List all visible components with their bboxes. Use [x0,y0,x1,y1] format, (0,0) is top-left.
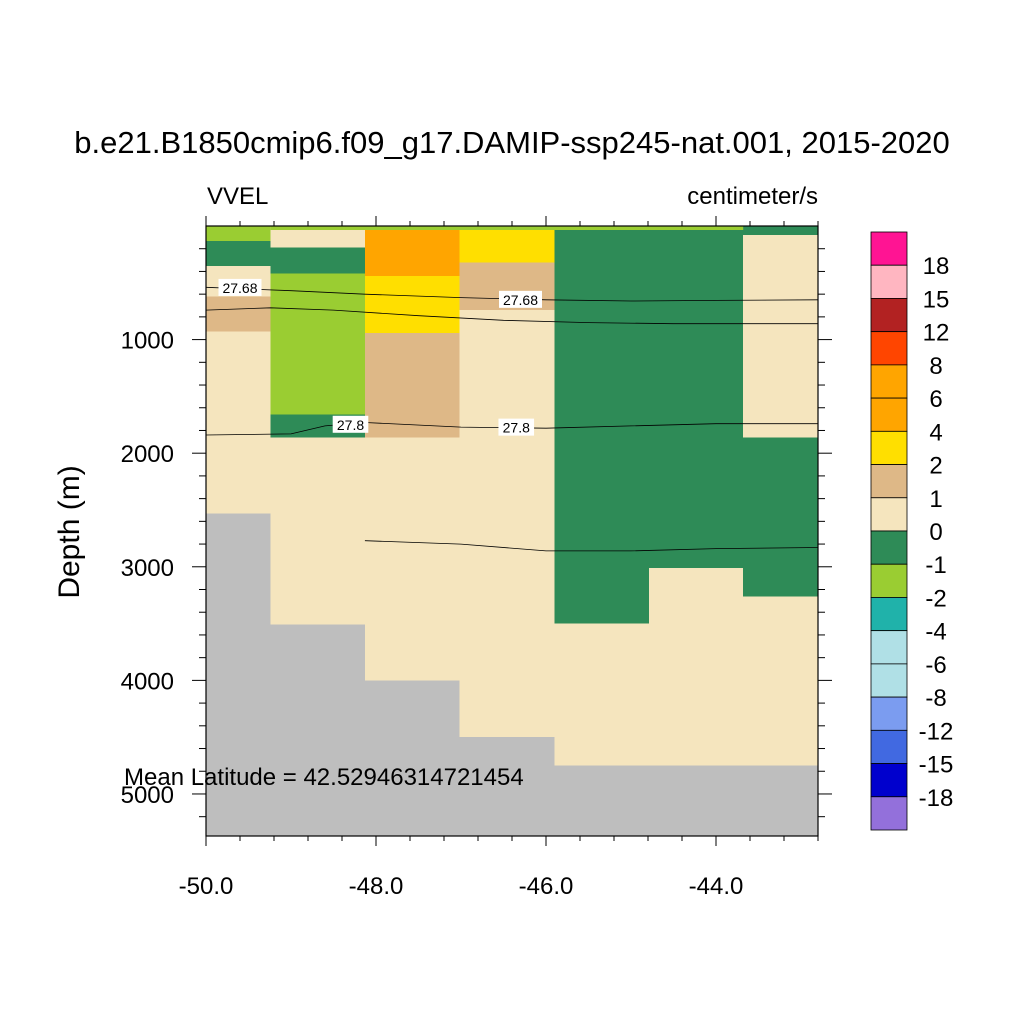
colorbar-label: 4 [929,419,942,446]
data-cell [364,226,460,276]
contour-line [364,540,819,552]
data-cell [206,296,271,332]
chart-title: b.e21.B1850cmip6.f09_g17.DAMIP-ssp245-na… [74,125,950,160]
colorbar-swatch [870,530,908,565]
data-cell [206,240,271,266]
contour-label: 27.68 [218,278,262,296]
colorbar-label: 6 [929,386,942,413]
contour-label-text: 27.68 [503,292,538,308]
colorbar-label: 2 [929,453,942,480]
colorbar-swatch [870,464,908,499]
x-tick-label: -46.0 [519,873,574,900]
y-tick-label: 3000 [121,555,174,582]
colorbar-swatch [870,331,908,366]
colorbar-swatch [870,729,908,764]
data-cell [648,765,744,836]
colorbar-label: 18 [923,253,950,280]
colorbar-label: -18 [919,785,954,812]
data-cell [743,596,818,766]
data-cell [459,310,555,738]
mean-latitude-annotation: Mean Latitude = 42.52946314721454 [124,764,524,791]
colorbar-label: -6 [925,652,946,679]
data-cell [648,567,744,766]
colorbar-label: 15 [923,286,950,313]
colorbar-swatch [870,298,908,333]
contour-label-box [332,415,369,433]
data-cell [364,332,460,438]
data-cell [206,331,271,514]
data-cell [554,623,649,766]
colorbar-label: -2 [925,585,946,612]
colorbar-label: 1 [929,486,942,513]
colorbar-swatch [870,497,908,532]
colorbar-swatch [870,663,908,698]
contour-label-box [499,290,542,308]
colorbar-swatch [870,796,908,831]
colorbar-swatch [870,231,908,266]
contour-label-text: 27.8 [337,417,364,433]
y-tick-label: 1000 [121,328,174,355]
data-cell [364,437,460,681]
colorbar-swatch [870,630,908,665]
data-cell [270,226,744,230]
colorbar-swatch [870,763,908,798]
data-cell [554,226,649,624]
colorbar-label: 12 [923,320,950,347]
colorbar-label: -8 [925,685,946,712]
y-tick-label: 4000 [121,668,174,695]
colorbar-label: 8 [929,353,942,380]
contour-label-text: 27.68 [222,280,257,296]
data-cell [270,437,365,625]
contour-label: 27.8 [498,418,535,436]
colorbar-label: -1 [925,552,946,579]
colorbar-swatch [870,563,908,598]
contour-label-box [498,418,535,436]
data-cell [743,437,818,597]
data-cell [743,235,818,438]
y-tick-label: 2000 [121,441,174,468]
data-cell [554,765,649,836]
contour-line [205,422,818,436]
x-tick-label: -48.0 [349,873,404,900]
colorbar-swatch [870,430,908,465]
contour-label-text: 27.8 [503,420,530,436]
data-cell [206,226,271,241]
data-cell [270,624,365,836]
contour-label: 27.8 [332,415,369,433]
colorbar-label: -15 [919,752,954,779]
data-cell [743,765,818,836]
data-cell [270,247,365,274]
colorbar-swatch [870,397,908,432]
x-tick-label: -44.0 [689,873,744,900]
colorbar-swatch [870,264,908,299]
contour-line [205,307,818,325]
variable-label: VVEL [207,183,269,210]
colorbar-swatch [870,597,908,632]
data-cell [364,680,460,836]
y-tick-label: 5000 [121,782,174,809]
colorbar-label: -4 [925,619,946,646]
colorbar-swatch [870,364,908,399]
data-cell [270,226,365,248]
data-cell [270,273,365,415]
data-cell [743,226,818,236]
data-cell [459,226,555,263]
x-tick-label: -50.0 [179,873,234,900]
data-cell [459,737,555,836]
contour-label-box [218,278,262,296]
contour-label: 27.68 [499,290,542,308]
data-cell [648,226,744,568]
colorbar-swatch [870,696,908,731]
colorbar-label: -12 [919,718,954,745]
data-cell [206,513,271,836]
units-label: centimeter/s [687,183,818,210]
colorbar-label: 0 [929,519,942,546]
data-cell [364,275,460,333]
